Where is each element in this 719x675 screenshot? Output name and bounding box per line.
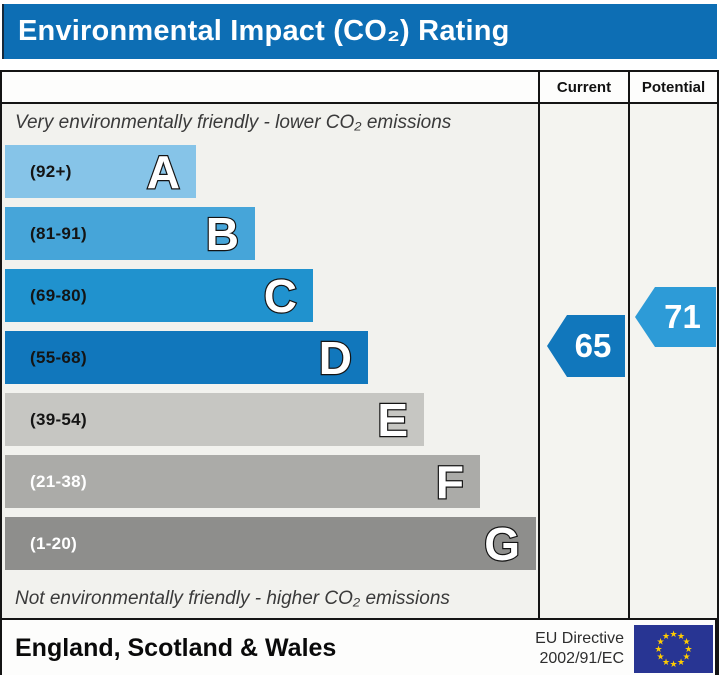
header-chart-spacer (2, 72, 540, 104)
current-value: 65 (574, 327, 612, 364)
svg-text:★: ★ (677, 632, 685, 642)
band-range-label: (39-54) (30, 409, 87, 429)
svg-text:★: ★ (662, 632, 670, 642)
svg-text:★: ★ (656, 652, 664, 662)
eu-flag-icon: ★ ★ ★ ★ ★ ★ ★ ★ ★ ★ ★ ★ (634, 624, 713, 673)
band-f: (21-38) F (2, 455, 538, 508)
svg-text:★: ★ (654, 645, 662, 655)
bottom-note: Not environmentally friendly - higher CO… (15, 588, 450, 609)
band-bar-e: (39-54) E (5, 393, 424, 446)
band-bar-b: (81-91) B (5, 207, 255, 260)
band-bar-a: (92+) A (5, 145, 196, 198)
band-grade-letter: G (483, 517, 521, 570)
current-column: 65 (540, 104, 630, 620)
top-note: Very environmentally friendly - lower CO… (15, 112, 452, 133)
region-label: England, Scotland & Wales (15, 634, 337, 662)
band-range-label: (81-91) (30, 223, 87, 243)
band-bar-d: (55-68) D (5, 331, 368, 384)
svg-text:★: ★ (684, 645, 692, 655)
band-grade-letter: A (146, 145, 182, 198)
band-grade-letter: C (263, 269, 299, 322)
band-grade-letter: D (318, 331, 354, 384)
svg-text:★: ★ (656, 637, 664, 647)
band-grade-letter: F (435, 455, 466, 508)
band-grade-letter: E (376, 393, 409, 446)
band-bar-f: (21-38) F (5, 455, 480, 508)
header-potential: Potential (630, 72, 717, 104)
band-range-label: (1-20) (30, 533, 78, 553)
rating-table: Current Potential Very environmentally f… (0, 70, 719, 675)
current-arrow: 65 (547, 315, 625, 377)
band-range-label: (92+) (30, 161, 72, 181)
band-range-label: (21-38) (30, 471, 87, 491)
band-bar-c: (69-80) C (5, 269, 313, 322)
svg-text:★: ★ (662, 658, 670, 668)
rating-scale: Very environmentally friendly - lower CO… (2, 104, 540, 620)
band-g: (1-20) G (2, 517, 538, 570)
svg-text:★: ★ (682, 637, 690, 647)
eu-directive-label: EU Directive 2002/91/EC (535, 629, 624, 667)
svg-text:★: ★ (682, 652, 690, 662)
band-a: (92+) A (2, 145, 538, 198)
bands: (92+) A (81-91) B (69-80) C (55-68) D (39-54) E (2… (2, 142, 538, 580)
potential-column: 71 (630, 104, 717, 620)
band-d: (55-68) D (2, 331, 538, 384)
page-title: Environmental Impact (CO₂) Rating (2, 4, 717, 59)
potential-arrow: 71 (635, 287, 716, 347)
footer: England, Scotland & Wales EU Directive 2… (2, 620, 717, 675)
band-range-label: (69-80) (30, 285, 87, 305)
header-current: Current (540, 72, 630, 104)
band-grade-letter: B (205, 207, 241, 260)
svg-text:★: ★ (669, 660, 677, 670)
svg-text:★: ★ (677, 658, 685, 668)
svg-text:★: ★ (669, 630, 677, 640)
band-bar-g: (1-20) G (5, 517, 536, 570)
band-c: (69-80) C (2, 269, 538, 322)
band-range-label: (55-68) (30, 347, 87, 367)
band-b: (81-91) B (2, 207, 538, 260)
band-e: (39-54) E (2, 393, 538, 446)
potential-value: 71 (664, 298, 701, 335)
